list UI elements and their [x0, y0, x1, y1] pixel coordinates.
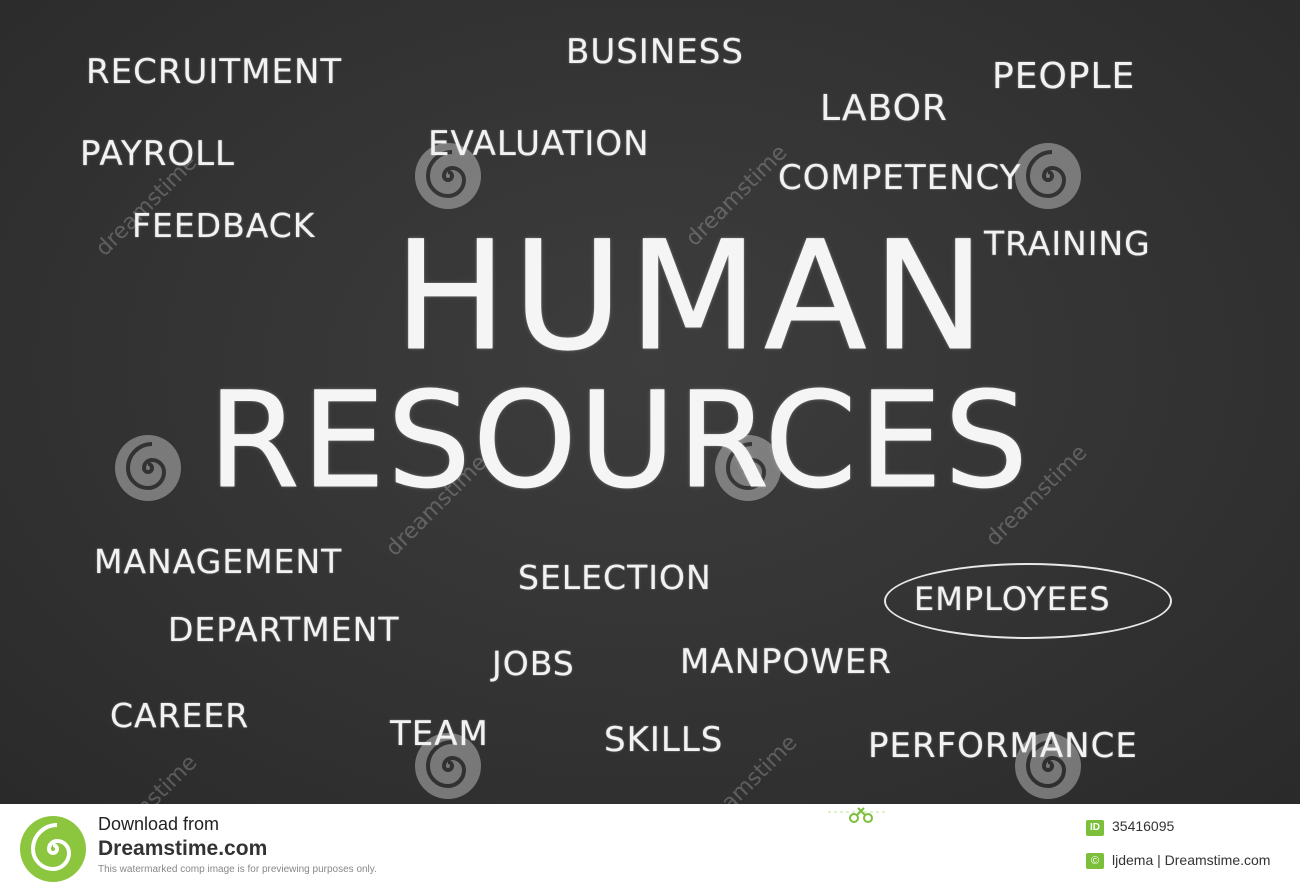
dreamstime-spiral-logo-icon — [20, 816, 86, 882]
word-manpower: MANPOWER — [680, 642, 893, 682]
preview-note: This watermarked comp image is for previ… — [98, 864, 377, 875]
word-competency: COMPETENCY — [778, 158, 1022, 198]
word-department: DEPARTMENT — [168, 610, 400, 649]
chalkboard: dreamstime dreamstime dreamstime dreamst… — [0, 0, 1300, 804]
author-credit: ljdema | Dreamstime.com — [1112, 852, 1271, 868]
watermark-text: dreamstime — [91, 750, 202, 804]
word-payroll: PAYROLL — [80, 134, 235, 174]
word-jobs: JOBS — [492, 644, 575, 683]
word-performance: PERFORMANCE — [868, 726, 1138, 766]
download-label: Download from — [98, 814, 220, 834]
download-banner — [0, 804, 1300, 892]
watermark-spiral-icon — [1015, 143, 1081, 209]
site-name[interactable]: Dreamstime.com — [98, 837, 268, 860]
word-career: CAREER — [110, 696, 250, 735]
word-employees: EMPLOYEES — [914, 580, 1111, 618]
word-selection: SELECTION — [518, 558, 712, 597]
word-recruitment: RECRUITMENT — [86, 52, 343, 92]
image-id: 35416095 — [1112, 818, 1175, 834]
id-badge: ID — [1086, 820, 1104, 836]
word-labor: LABOR — [820, 88, 948, 129]
watermark-spiral-icon — [115, 435, 181, 501]
scissors-icon — [828, 807, 888, 823]
watermark-spiral-icon — [415, 733, 481, 799]
word-training: TRAINING — [984, 224, 1151, 263]
word-feedback: FEEDBACK — [132, 206, 316, 245]
copyright-badge: © — [1086, 853, 1104, 869]
employees-highlight-ellipse — [884, 563, 1172, 639]
word-evaluation: EVALUATION — [428, 124, 650, 164]
watermark-spiral-icon — [415, 143, 481, 209]
watermark-spiral-icon — [1015, 733, 1081, 799]
word-management: MANAGEMENT — [94, 542, 343, 581]
watermark-spiral-icon — [715, 435, 781, 501]
title-human: HUMAN — [394, 210, 991, 385]
title-resources: RESOURCES — [208, 364, 1030, 519]
word-business: BUSINESS — [566, 32, 744, 72]
word-skills: SKILLS — [604, 720, 724, 760]
word-people: PEOPLE — [992, 56, 1136, 97]
word-team: TEAM — [390, 714, 489, 754]
